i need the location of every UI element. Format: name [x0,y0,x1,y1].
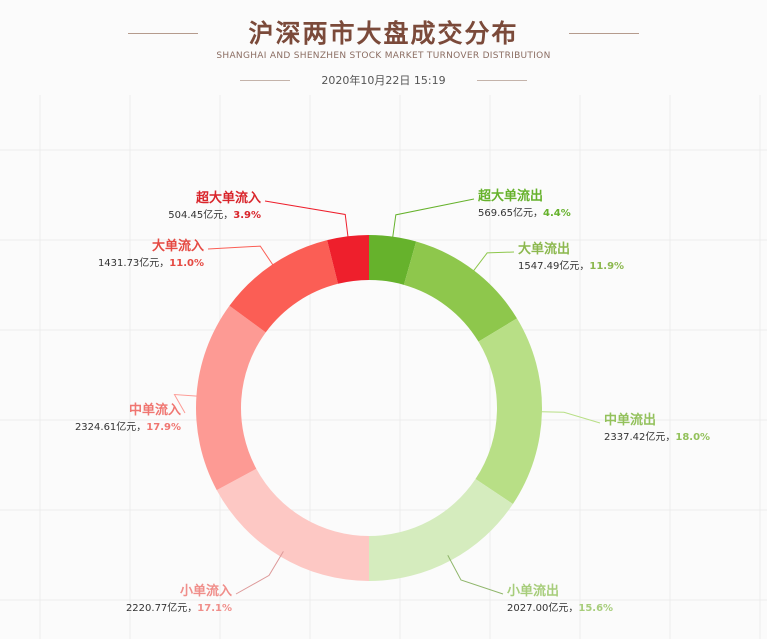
slice-label: 大单流入 1431.73亿元，11.0% [98,235,204,269]
donut-slice [403,241,517,342]
slice-percent: 11.9% [589,261,625,272]
title-divider-right [569,33,639,34]
slice-value-line: 1547.49亿元，11.9% [518,261,624,272]
slice-label: 中单流入 2324.61亿元，17.9% [75,399,181,433]
leader-line [391,198,475,243]
slice-value: 1431.73亿元， [97,258,170,269]
slice-name: 大单流出 [518,242,571,257]
donut-slice [369,479,513,581]
slice-value: 2220.77亿元， [125,603,198,614]
slice-percent: 17.9% [146,422,181,433]
slice-label: 小单流出 2027.00亿元，15.6% [507,580,613,614]
donut-slice [475,318,542,505]
leader-line [447,555,504,595]
slice-value-line: 504.45亿元，3.9% [168,210,261,221]
slice-name: 大单流入 [151,239,204,254]
date-divider-left [240,80,290,81]
slice-label: 大单流出 1547.49亿元，11.9% [518,238,624,272]
slice-percent: 15.6% [578,603,614,614]
leader-line [535,411,601,424]
leader-line [173,393,203,414]
donut-slice [369,235,417,285]
slice-value-line: 2337.42亿元，18.0% [604,432,710,443]
slice-value-line: 2027.00亿元，15.6% [507,603,613,614]
leader-line [235,551,284,595]
slice-percent: 11.0% [169,258,204,269]
slice-percent: 3.9% [233,210,261,221]
slice-name: 中单流入 [128,403,181,418]
chart-title: 沪深两市大盘成交分布 [248,19,519,48]
slice-value: 2027.00亿元， [507,603,579,614]
slice-name: 超大单流入 [195,191,261,206]
slice-label: 超大单流入 504.45亿元，3.9% [168,187,261,221]
slice-value: 2337.42亿元， [604,432,676,443]
slice-value-line: 2324.61亿元，17.9% [75,422,181,433]
slice-percent: 18.0% [675,432,711,443]
slice-label: 中单流出 2337.42亿元，18.0% [604,409,710,443]
slice-percent: 17.1% [197,603,232,614]
leader-line [207,245,277,270]
donut-slice [216,468,369,581]
slice-value: 1547.49亿元， [518,261,590,272]
slice-label: 小单流入 2220.77亿元，17.1% [126,580,232,614]
slice-value: 504.45亿元， [168,210,234,221]
leader-line [264,200,350,243]
title-divider-left [128,33,198,34]
donut-slice [229,240,339,333]
slice-value: 2324.61亿元， [74,422,147,433]
slice-value-line: 569.65亿元，4.4% [478,208,571,219]
date-divider-right [477,80,527,81]
donut-slice [196,305,266,491]
slice-name: 小单流入 [179,584,232,599]
slice-value: 569.65亿元， [478,208,543,219]
slice-percent: 4.4% [543,208,571,219]
slice-name: 超大单流出 [478,189,544,204]
slice-label: 超大单流出 569.65亿元，4.4% [478,185,571,219]
chart-subtitle: SHANGHAI AND SHENZHEN STOCK MARKET TURNO… [216,51,551,61]
leader-line [469,251,515,276]
donut-slice [327,235,369,284]
slice-name: 中单流出 [604,413,657,428]
slice-value-line: 1431.73亿元，11.0% [98,258,204,269]
slice-name: 小单流出 [507,584,560,599]
chart-date: 2020年10月22日 15:19 [321,74,446,87]
slice-value-line: 2220.77亿元，17.1% [126,603,232,614]
